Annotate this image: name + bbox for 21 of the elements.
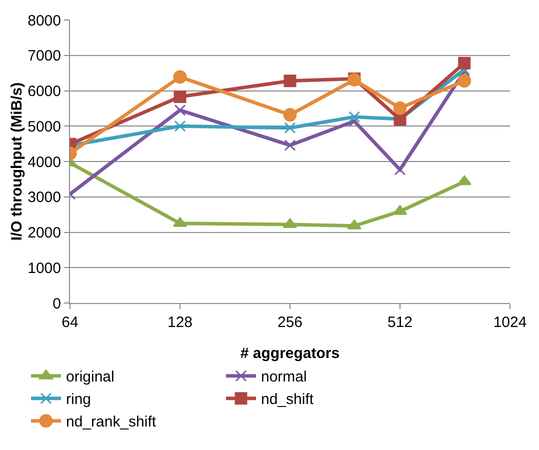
legend-label: normal bbox=[261, 368, 307, 386]
y-tick-label: 1000 bbox=[28, 260, 61, 277]
x-tick-label: 256 bbox=[277, 314, 303, 331]
y-tick-label: 3000 bbox=[28, 189, 61, 206]
x-tick-label: 512 bbox=[387, 314, 413, 331]
legend-label: nd_rank_shift bbox=[66, 414, 157, 431]
x-axis-title: # aggregators bbox=[240, 345, 340, 362]
x-tick-label: 64 bbox=[62, 314, 78, 331]
legend-label: nd_shift bbox=[261, 391, 314, 408]
x-tick-label: 128 bbox=[167, 314, 193, 331]
y-tick-label: 5000 bbox=[28, 118, 61, 136]
y-tick-label: 0 bbox=[52, 295, 61, 312]
y-axis-title: I/O throughput (MiB/s) bbox=[8, 82, 26, 241]
y-tick-label: 4000 bbox=[28, 154, 61, 171]
y-tick-label: 7000 bbox=[28, 48, 61, 65]
x-tick-label: 1024 bbox=[493, 314, 527, 331]
legend-label: ring bbox=[66, 391, 92, 408]
y-tick-label: 8000 bbox=[28, 12, 61, 30]
legend-label: original bbox=[66, 368, 114, 386]
y-tick-label: 6000 bbox=[28, 83, 61, 100]
y-tick-label: 2000 bbox=[28, 224, 61, 242]
